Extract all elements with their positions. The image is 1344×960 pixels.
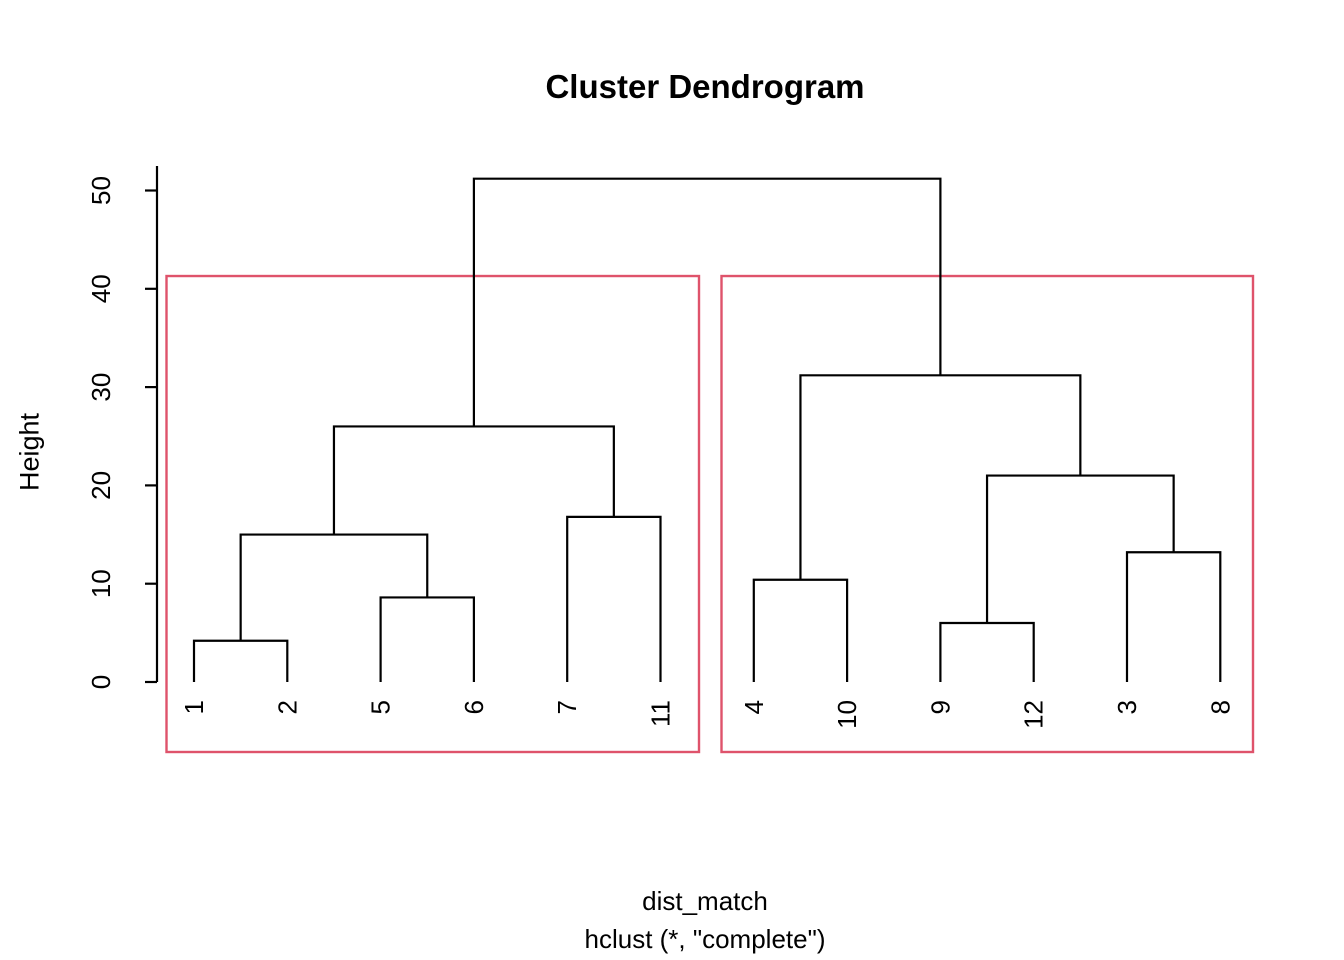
- dendrogram-link: [379, 596, 475, 682]
- y-tick-label: 10: [86, 569, 116, 598]
- y-tick-label: 40: [86, 274, 116, 303]
- dendrogram-link: [192, 639, 289, 682]
- caption-line-2: hclust (*, "complete"): [584, 924, 826, 954]
- dendrogram-link: [799, 374, 1082, 580]
- caption-line-1: dist_match: [642, 886, 768, 916]
- y-tick-label: 0: [86, 675, 116, 689]
- y-tick-label: 20: [86, 471, 116, 500]
- x-axis-caption: dist_match hclust (*, "complete"): [157, 882, 1253, 958]
- dendrogram-link: [1125, 551, 1222, 682]
- leaf-label: 2: [272, 700, 302, 714]
- y-tick-label: 50: [86, 176, 116, 205]
- dendrogram-link: [472, 177, 942, 427]
- chart-title: Cluster Dendrogram: [545, 68, 865, 105]
- leaf-label: 9: [925, 700, 955, 714]
- dendrogram-link: [566, 515, 662, 682]
- dendrogram-link: [239, 533, 429, 641]
- cluster-box: [165, 274, 701, 754]
- dendrogram-link: [752, 578, 849, 682]
- leaf-label: 3: [1112, 700, 1142, 714]
- cluster-box: [720, 274, 1255, 754]
- leaf-label: 6: [459, 700, 489, 714]
- leaf-label: 12: [1019, 700, 1049, 729]
- leaf-label: 7: [552, 700, 582, 714]
- leaf-label: 1: [179, 700, 209, 714]
- leaf-label: 5: [366, 700, 396, 714]
- leaf-label: 4: [739, 700, 769, 714]
- y-tick-label: 30: [86, 373, 116, 402]
- dendrogram-link: [985, 474, 1175, 624]
- leaf-label: 8: [1205, 700, 1235, 714]
- dendrogram-link: [332, 425, 615, 535]
- leaf-label: 11: [646, 700, 676, 727]
- leaf-label: 10: [832, 700, 862, 729]
- dendrogram-link: [939, 621, 1035, 682]
- y-axis-title: Height: [14, 412, 45, 492]
